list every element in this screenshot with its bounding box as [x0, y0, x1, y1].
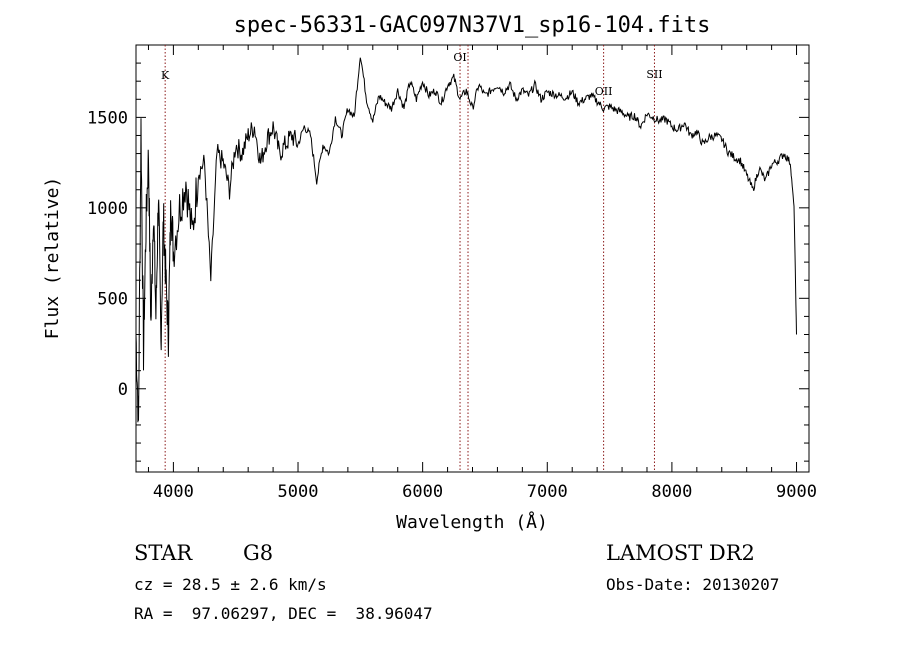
- observation-date: Obs-Date: 20130207: [606, 575, 779, 594]
- line-marker-label: SII: [646, 68, 662, 81]
- x-tick-label: 5000: [278, 482, 319, 502]
- y-tick-label: 500: [97, 289, 128, 309]
- x-tick-label: 9000: [776, 482, 817, 502]
- x-tick-label: 4000: [153, 482, 194, 502]
- x-tick-labels: 4000 5000 6000 7000 8000 9000: [153, 482, 817, 502]
- object-class: STAR: [134, 541, 193, 565]
- spectrum-line: [135, 57, 797, 423]
- object-subclass: G8: [243, 541, 273, 565]
- line-marker-label: OII: [595, 85, 613, 98]
- line-marker-label: OI: [453, 51, 466, 64]
- axis-ticks: [136, 44, 809, 472]
- y-axis-label: Flux (relative): [42, 177, 63, 340]
- x-tick-label: 7000: [527, 482, 568, 502]
- line-markers: K OI OII SII: [161, 45, 663, 472]
- x-tick-label: 6000: [402, 482, 443, 502]
- y-tick-labels: 0 500 1000 1500: [87, 108, 128, 399]
- y-tick-label: 1500: [87, 108, 128, 128]
- plot-frame: [135, 44, 810, 473]
- data-source: LAMOST DR2: [606, 541, 755, 565]
- y-tick-label: 0: [118, 380, 128, 400]
- x-tick-label: 8000: [651, 482, 692, 502]
- line-marker-label: K: [161, 69, 170, 82]
- chart-title: spec-56331-GAC097N37V1_sp16-104.fits: [234, 13, 711, 38]
- x-axis-label: Wavelength (Å): [396, 511, 548, 533]
- y-tick-label: 1000: [87, 199, 128, 219]
- coordinates: RA = 97.06297, DEC = 38.96047: [134, 604, 433, 623]
- redshift-cz: cz = 28.5 ± 2.6 km/s: [134, 575, 327, 594]
